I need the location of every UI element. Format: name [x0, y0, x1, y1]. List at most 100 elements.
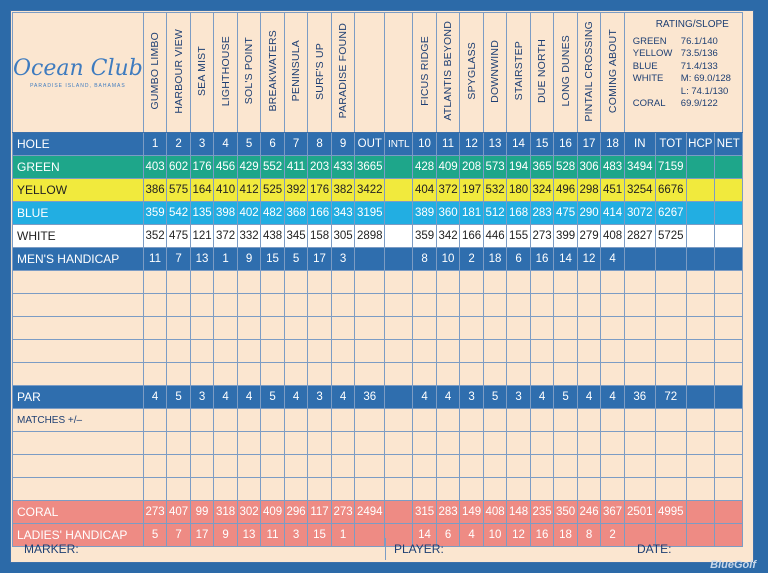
score-cell[interactable] — [330, 316, 356, 340]
score-cell[interactable] — [283, 316, 309, 340]
score-cell[interactable] — [506, 339, 531, 363]
score-cell[interactable] — [166, 293, 191, 317]
score-cell[interactable] — [482, 362, 508, 386]
score-cell[interactable] — [283, 431, 309, 455]
score-cell[interactable] — [260, 408, 285, 432]
score-cell[interactable] — [459, 339, 484, 363]
score-cell[interactable] — [553, 408, 578, 432]
score-cell[interactable] — [283, 339, 309, 363]
score-cell[interactable] — [482, 454, 508, 478]
score-cell[interactable] — [459, 316, 484, 340]
score-cell[interactable] — [142, 431, 168, 455]
score-cell[interactable] — [142, 339, 168, 363]
score-cell[interactable] — [354, 454, 386, 478]
score-cell[interactable] — [553, 293, 578, 317]
score-cell[interactable] — [600, 431, 625, 455]
score-cell[interactable] — [283, 454, 309, 478]
score-cell[interactable] — [330, 339, 356, 363]
score-cell[interactable] — [412, 408, 437, 432]
score-cell[interactable] — [529, 431, 555, 455]
score-cell[interactable] — [354, 316, 386, 340]
score-cell[interactable] — [330, 477, 356, 501]
score-cell[interactable] — [142, 316, 168, 340]
score-cell[interactable] — [506, 316, 531, 340]
score-cell[interactable] — [213, 270, 238, 294]
score-cell[interactable] — [623, 408, 656, 432]
score-cell[interactable] — [685, 339, 715, 363]
score-cell[interactable] — [713, 293, 743, 317]
score-cell[interactable] — [482, 431, 508, 455]
score-cell[interactable] — [236, 477, 262, 501]
score-cell[interactable] — [654, 454, 687, 478]
score-cell[interactable] — [435, 293, 461, 317]
score-cell[interactable] — [213, 408, 238, 432]
score-cell[interactable] — [435, 431, 461, 455]
score-cell[interactable] — [576, 293, 602, 317]
score-cell[interactable] — [384, 454, 414, 478]
score-cell[interactable] — [623, 293, 656, 317]
score-cell[interactable] — [506, 477, 531, 501]
score-cell[interactable] — [654, 316, 687, 340]
matches-row[interactable]: MATCHES +/– — [12, 408, 743, 432]
score-cell[interactable] — [354, 408, 386, 432]
score-cell[interactable] — [384, 293, 414, 317]
score-cell[interactable] — [412, 454, 437, 478]
score-cell[interactable] — [236, 316, 262, 340]
score-cell[interactable] — [307, 408, 332, 432]
score-cell[interactable] — [384, 316, 414, 340]
score-cell[interactable] — [600, 270, 625, 294]
score-cell[interactable] — [166, 339, 191, 363]
score-cell[interactable] — [142, 362, 168, 386]
score-cell[interactable] — [236, 362, 262, 386]
score-cell[interactable] — [354, 270, 386, 294]
score-cell[interactable] — [189, 316, 215, 340]
score-cell[interactable] — [283, 477, 309, 501]
score-cell[interactable] — [307, 339, 332, 363]
score-cell[interactable] — [354, 431, 386, 455]
player-score-row[interactable] — [12, 293, 743, 317]
score-cell[interactable] — [412, 293, 437, 317]
score-cell[interactable] — [435, 316, 461, 340]
score-cell[interactable] — [236, 431, 262, 455]
score-cell[interactable] — [435, 408, 461, 432]
score-cell[interactable] — [307, 431, 332, 455]
score-cell[interactable] — [459, 270, 484, 294]
score-cell[interactable] — [354, 362, 386, 386]
score-cell[interactable] — [685, 408, 715, 432]
score-cell[interactable] — [600, 339, 625, 363]
player-score-row[interactable] — [12, 477, 743, 501]
score-cell[interactable] — [384, 431, 414, 455]
score-cell[interactable] — [654, 408, 687, 432]
score-cell[interactable] — [506, 293, 531, 317]
score-cell[interactable] — [600, 477, 625, 501]
player-score-row[interactable] — [12, 270, 743, 294]
score-cell[interactable] — [142, 293, 168, 317]
score-cell[interactable] — [553, 339, 578, 363]
score-cell[interactable] — [260, 477, 285, 501]
score-cell[interactable] — [529, 408, 555, 432]
score-cell[interactable] — [283, 293, 309, 317]
score-cell[interactable] — [685, 293, 715, 317]
score-cell[interactable] — [685, 316, 715, 340]
score-cell[interactable] — [260, 293, 285, 317]
score-cell[interactable] — [576, 431, 602, 455]
score-cell[interactable] — [330, 362, 356, 386]
score-cell[interactable] — [529, 454, 555, 478]
score-cell[interactable] — [189, 339, 215, 363]
player-score-row[interactable] — [12, 454, 743, 478]
score-cell[interactable] — [654, 431, 687, 455]
score-cell[interactable] — [553, 316, 578, 340]
score-cell[interactable] — [283, 408, 309, 432]
score-cell[interactable] — [260, 316, 285, 340]
score-cell[interactable] — [506, 362, 531, 386]
score-cell[interactable] — [307, 477, 332, 501]
score-cell[interactable] — [685, 477, 715, 501]
score-cell[interactable] — [260, 362, 285, 386]
score-cell[interactable] — [654, 362, 687, 386]
score-cell[interactable] — [354, 339, 386, 363]
score-cell[interactable] — [654, 293, 687, 317]
score-cell[interactable] — [623, 316, 656, 340]
player-score-row[interactable] — [12, 431, 743, 455]
player-score-row[interactable] — [12, 316, 743, 340]
score-cell[interactable] — [435, 477, 461, 501]
